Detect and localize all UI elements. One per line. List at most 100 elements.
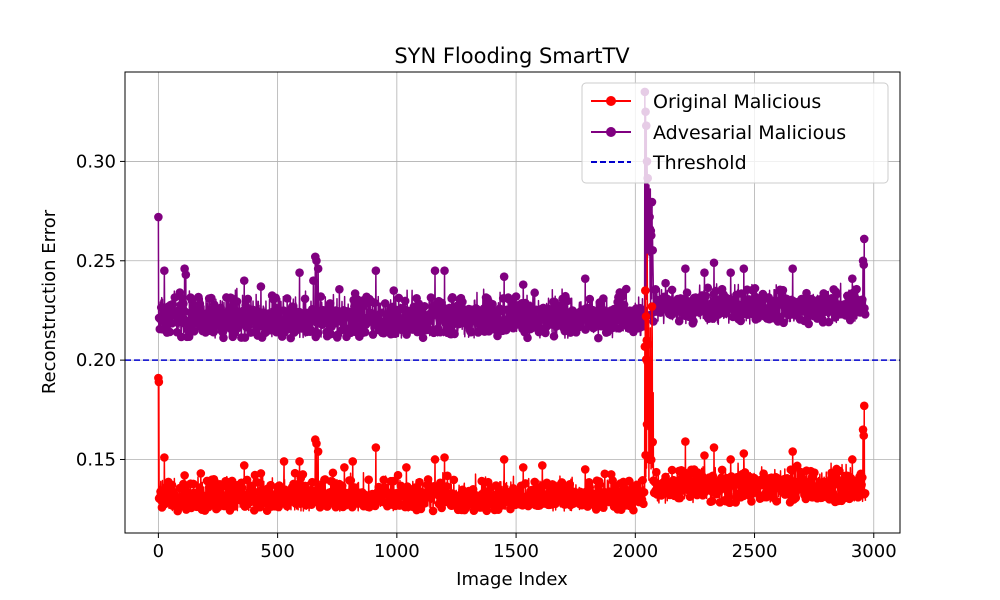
legend-item-threshold: Threshold <box>591 152 747 174</box>
data-point <box>641 312 651 321</box>
data-point <box>290 468 300 478</box>
data-point <box>703 283 713 293</box>
data-point <box>346 476 356 485</box>
data-point <box>619 300 629 309</box>
data-point <box>521 479 530 488</box>
data-point <box>402 463 411 472</box>
data-point <box>499 272 509 281</box>
data-point <box>629 505 638 515</box>
data-point <box>491 481 501 490</box>
data-point <box>689 316 698 326</box>
legend-item-original: Original Malicious <box>591 91 821 113</box>
data-point <box>160 266 169 276</box>
data-point <box>495 304 504 313</box>
data-point <box>538 461 547 470</box>
data-point <box>189 479 198 489</box>
data-point <box>639 487 649 497</box>
data-point <box>779 318 788 328</box>
data-point <box>316 292 326 301</box>
data-point <box>709 443 719 452</box>
data-point <box>832 289 842 299</box>
data-point <box>859 431 869 440</box>
data-point <box>724 490 733 499</box>
data-point <box>204 502 213 512</box>
data-point <box>674 316 684 326</box>
data-point <box>256 282 266 291</box>
data-point <box>810 468 819 477</box>
legend-label-threshold: Threshold <box>652 152 747 174</box>
data-point <box>600 469 610 479</box>
data-point <box>450 329 459 339</box>
data-point <box>682 288 692 297</box>
data-point <box>624 476 634 486</box>
data-point <box>240 333 250 342</box>
data-point <box>313 264 323 274</box>
data-point <box>424 317 434 326</box>
data-point <box>379 475 389 485</box>
data-point <box>160 453 169 462</box>
data-point <box>194 292 203 302</box>
data-point <box>791 493 801 503</box>
data-point <box>229 502 239 511</box>
data-point <box>707 496 717 506</box>
data-point <box>326 329 336 339</box>
data-point <box>774 312 783 322</box>
data-point <box>389 286 399 295</box>
data-point <box>420 302 429 311</box>
x-tick-label: 2000 <box>612 541 658 562</box>
data-point <box>370 501 380 511</box>
data-point <box>644 409 654 418</box>
data-point <box>435 327 445 337</box>
data-point <box>440 453 449 462</box>
data-point <box>449 475 459 485</box>
data-point <box>720 309 730 318</box>
data-point <box>187 296 197 306</box>
data-point <box>667 285 677 295</box>
data-point <box>859 401 869 411</box>
data-point <box>860 488 870 498</box>
data-point <box>430 455 440 464</box>
data-point <box>423 475 433 484</box>
data-point <box>824 317 833 327</box>
data-point <box>232 297 242 306</box>
data-point <box>180 471 189 480</box>
data-point <box>340 463 349 472</box>
data-point <box>661 278 670 288</box>
x-axis-ticks: 0 500 1000 1500 2000 2500 3000 <box>153 533 897 562</box>
data-point <box>667 465 677 475</box>
data-point <box>858 295 867 304</box>
data-point <box>442 482 451 491</box>
data-point <box>639 499 648 509</box>
data-point <box>621 284 631 294</box>
data-point <box>647 302 657 311</box>
data-point <box>168 299 177 309</box>
x-tick-label: 0 <box>153 541 164 562</box>
data-point <box>300 294 310 304</box>
data-point <box>852 284 861 294</box>
data-point <box>499 455 509 464</box>
data-point <box>595 480 605 489</box>
y-axis-label: Reconstruction Error <box>39 209 60 394</box>
data-point <box>708 471 718 481</box>
data-point <box>581 325 590 334</box>
data-point <box>219 333 228 343</box>
data-point <box>328 468 338 478</box>
data-point <box>209 475 219 484</box>
data-point <box>747 497 756 506</box>
data-point <box>525 301 534 311</box>
data-point <box>337 481 347 491</box>
data-point <box>726 455 735 464</box>
data-point <box>675 493 685 503</box>
data-point <box>376 308 386 318</box>
data-point <box>428 506 438 516</box>
data-point <box>483 294 492 303</box>
data-point <box>271 293 281 303</box>
data-point <box>179 299 188 308</box>
data-point <box>651 284 660 294</box>
data-point <box>360 327 370 337</box>
data-point <box>859 234 869 244</box>
data-point <box>848 455 857 464</box>
data-point <box>772 496 781 506</box>
data-point <box>753 314 763 323</box>
data-point <box>312 256 321 266</box>
